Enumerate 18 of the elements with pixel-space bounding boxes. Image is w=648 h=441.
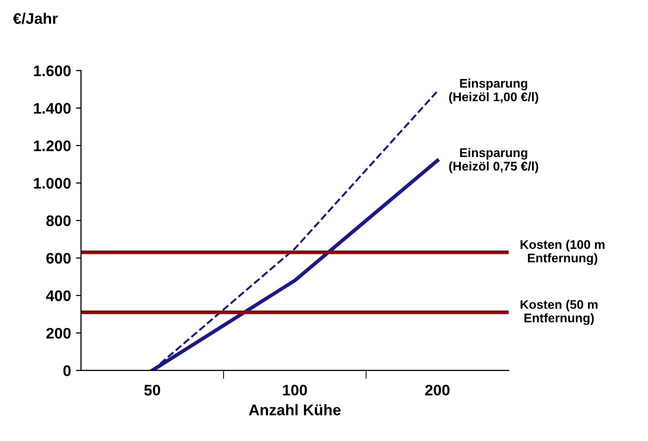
x-axis-title: Anzahl Kühe bbox=[248, 404, 341, 416]
series-label: Einsparung (Heizöl 1,00 €/l) bbox=[449, 78, 538, 104]
y-tick-label: 1.000 bbox=[34, 178, 71, 189]
ref-line-label: Kosten (100 m Entfernung) bbox=[520, 240, 604, 265]
series-label: Einsparung (Heizöl 0,75 €/l) bbox=[449, 148, 538, 174]
y-tick-label: 600 bbox=[46, 252, 71, 264]
ref-line-label: Kosten (50 m Entfernung) bbox=[520, 300, 598, 325]
x-tick-label: 100 bbox=[283, 384, 307, 396]
y-axis-title: €/Jahr bbox=[13, 12, 58, 24]
y-tick-label: 0 bbox=[63, 365, 71, 376]
y-tick-label: 800 bbox=[46, 215, 71, 226]
x-tick-label: 50 bbox=[144, 384, 160, 396]
y-tick-label: 1.400 bbox=[34, 102, 71, 114]
y-tick-label: 400 bbox=[46, 290, 71, 302]
x-tick-label: 200 bbox=[425, 384, 450, 396]
y-tick-label: 1.600 bbox=[34, 65, 71, 76]
y-tick-label: 1.200 bbox=[34, 140, 71, 152]
y-tick-label: 200 bbox=[46, 328, 71, 339]
